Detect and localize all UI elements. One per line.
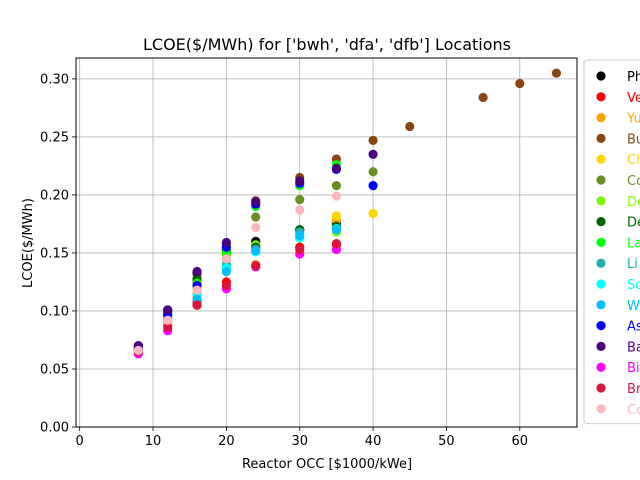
data-point	[331, 225, 342, 235]
data-point	[163, 322, 173, 332]
legend-marker	[596, 133, 606, 143]
legend-marker	[596, 321, 606, 331]
y-tick-label: 0.25	[40, 130, 69, 145]
x-tick-label: 20	[218, 434, 235, 449]
data-point	[192, 285, 202, 295]
legend-label: Bi	[627, 361, 640, 376]
data-point	[251, 246, 261, 256]
plot-frame	[75, 57, 578, 428]
legend-label: Ve	[627, 91, 640, 106]
data-point	[163, 305, 173, 315]
data-point	[295, 205, 305, 215]
data-point	[331, 191, 342, 201]
data-point	[295, 244, 305, 255]
data-point	[368, 167, 378, 177]
y-axis-label: LCOE($/MWh)	[21, 198, 36, 288]
x-tick-label: 30	[291, 434, 308, 449]
legend-label: Co	[627, 403, 640, 418]
data-point	[515, 78, 525, 89]
legend-marker	[596, 300, 606, 310]
data-points	[133, 68, 562, 359]
legend-label: De	[627, 195, 640, 210]
legend-label: Yu	[626, 112, 640, 127]
data-point	[295, 230, 305, 241]
data-point	[251, 222, 261, 233]
data-point	[331, 181, 342, 191]
x-axis-label: Reactor OCC [$1000/kWe]	[242, 457, 412, 472]
legend-marker	[596, 196, 606, 206]
legend-label: Co	[627, 174, 640, 189]
grid	[76, 58, 577, 428]
legend-marker	[596, 154, 606, 164]
y-tick-label: 0.10	[40, 304, 69, 319]
y-tick-label: 0.00	[40, 421, 69, 436]
data-point	[251, 212, 261, 222]
data-point	[295, 194, 305, 205]
chart-title: LCOE($/MWh) for ['bwh', 'dfa', 'dfb'] Lo…	[143, 35, 511, 54]
legend-label: Li	[627, 257, 638, 272]
legend-label: Bu	[627, 132, 640, 147]
data-point	[133, 345, 143, 356]
x-tick-label: 10	[145, 434, 162, 449]
data-point	[221, 280, 231, 291]
data-point	[331, 211, 342, 221]
data-point	[331, 239, 342, 249]
data-point	[551, 68, 562, 78]
legend-marker	[596, 113, 606, 123]
data-point	[192, 300, 202, 310]
legend-marker	[596, 362, 606, 372]
legend-marker	[596, 237, 606, 247]
data-point	[368, 181, 378, 191]
data-point	[192, 266, 202, 277]
legend-marker	[596, 341, 606, 351]
legend: Ph Ve Yu Bu Ch Co De De La Li So W As Ba Bi Br Co	[583, 59, 640, 425]
legend-label: De	[627, 216, 640, 231]
legend-marker	[596, 279, 606, 289]
legend-label: Br	[627, 382, 640, 397]
x-tick-label: 0	[76, 434, 84, 449]
x-tick-label: 40	[365, 434, 382, 449]
ticks: 0 10 20 30 40 50 60 0.00 0.05 0.10 0.15 0.20 0.25 0.3…	[40, 72, 528, 449]
data-point	[368, 135, 378, 145]
legend-marker	[596, 92, 606, 102]
data-point	[251, 261, 261, 271]
data-point	[251, 197, 261, 207]
data-point	[368, 208, 378, 219]
legend-marker	[596, 217, 606, 227]
legend-marker	[596, 71, 606, 81]
y-tick-label: 0.15	[40, 246, 69, 261]
legend-marker	[596, 383, 606, 393]
data-point	[295, 176, 305, 186]
legend-marker	[596, 258, 606, 268]
data-point	[368, 149, 378, 159]
legend-marker	[596, 404, 606, 414]
data-point	[331, 163, 342, 173]
legend-label: Ch	[627, 153, 640, 168]
legend-label: W	[627, 299, 640, 314]
legend-box	[583, 59, 640, 425]
x-tick-label: 50	[438, 434, 455, 449]
y-tick-label: 0.20	[40, 188, 69, 203]
legend-marker	[596, 175, 606, 185]
y-tick-label: 0.30	[40, 72, 69, 87]
data-point	[163, 315, 173, 325]
x-tick-label: 60	[512, 434, 529, 449]
legend-label: La	[627, 236, 640, 251]
legend-label: So	[627, 278, 640, 293]
legend-label: Ph	[627, 70, 640, 85]
data-point	[221, 266, 231, 277]
legend-label: As	[627, 320, 640, 335]
data-point	[221, 254, 231, 264]
legend-label: Ba	[627, 340, 640, 355]
data-point	[221, 237, 231, 248]
data-point	[478, 92, 488, 103]
data-point	[405, 121, 415, 132]
y-tick-label: 0.05	[40, 362, 69, 377]
